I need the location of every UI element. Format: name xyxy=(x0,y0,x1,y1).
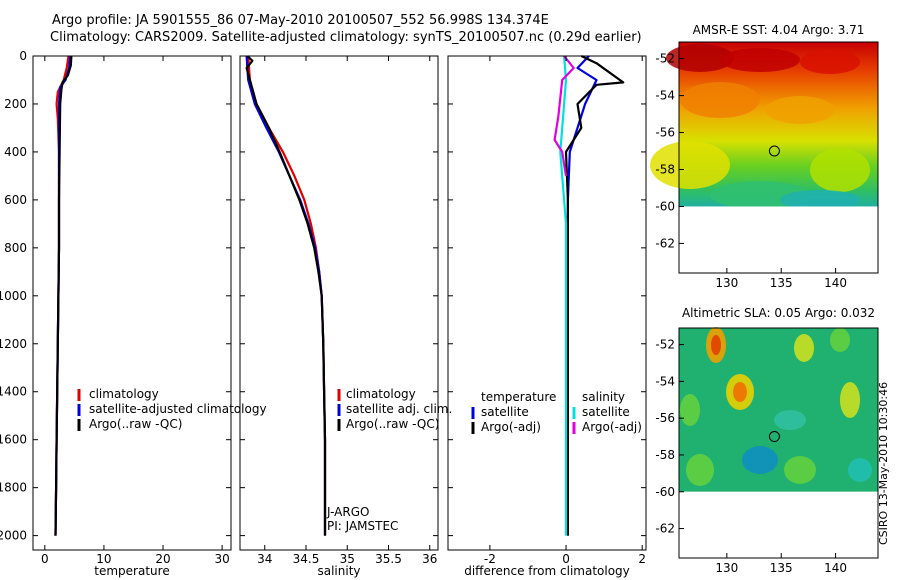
sla-map-ytick-label: -60 xyxy=(655,485,675,499)
depth-tick-label: 1800 xyxy=(0,481,27,495)
salinity-legend-entry: Argo(..raw -QC) xyxy=(346,417,439,431)
chart-title-line1: Argo profile: JA 5901555_86 07-May-2010 … xyxy=(52,13,549,28)
difference-legend-entry: salinity xyxy=(582,390,625,404)
depth-tick-label: 1400 xyxy=(0,385,27,399)
temperature-xtick-label: 20 xyxy=(155,552,170,566)
temperature-legend-entry: satellite-adjusted climatology xyxy=(89,402,267,416)
temperature-xtick-label: 30 xyxy=(214,552,229,566)
temperature-plot-frame xyxy=(32,55,232,551)
chart-title-line2: Climatology: CARS2009. Satellite-adjuste… xyxy=(50,30,642,45)
sla-patch xyxy=(733,382,747,402)
difference-xtick-label: 0 xyxy=(562,552,570,566)
sst-map-ytick-label: -54 xyxy=(655,89,675,103)
sst-map-xtick-label: 140 xyxy=(824,276,847,290)
sst-map-ytick-label: -60 xyxy=(655,199,675,213)
sla-patch xyxy=(686,454,714,486)
sla-map-float-marker xyxy=(768,431,780,443)
sst-patch xyxy=(720,48,800,72)
sst-map-ytick-label: -52 xyxy=(655,52,675,66)
float-program-label: J-ARGO xyxy=(326,505,369,519)
sla-map-ytick-label: -54 xyxy=(655,374,675,388)
sla-patch xyxy=(794,334,814,362)
depth-tick-label: 0 xyxy=(19,49,27,63)
depth-tick-label: 400 xyxy=(4,145,27,159)
salinity-xtick-label: 34 xyxy=(257,552,272,566)
salinity-xtick-label: 35.5 xyxy=(375,552,402,566)
depth-tick-label: 1600 xyxy=(0,433,27,447)
sla-map-frame xyxy=(678,327,879,559)
sst-patch xyxy=(810,148,870,192)
difference-legend-entry: satellite xyxy=(481,405,529,419)
difference-series-salinity-satellite xyxy=(559,55,568,536)
sla-map-ytick-label: -56 xyxy=(655,411,675,425)
salinity-plot-frame xyxy=(239,55,439,551)
sst-map-no-data-area xyxy=(679,206,878,273)
sla-map-no-data-area xyxy=(679,491,878,558)
temperature-xtick-label: 0 xyxy=(41,552,49,566)
salinity-xtick-label: 36 xyxy=(422,552,437,566)
difference-legend-entry: temperature xyxy=(481,390,556,404)
sst-map-ytick-label: -56 xyxy=(655,126,675,140)
sst-patch xyxy=(666,44,734,72)
sst-patch xyxy=(800,50,860,74)
difference-xtick-label: -2 xyxy=(484,552,496,566)
temperature-xlabel: temperature xyxy=(94,564,169,578)
temperature-xtick-label: 10 xyxy=(96,552,111,566)
difference-xtick-label: 2 xyxy=(638,552,646,566)
depth-tick-label: 1200 xyxy=(0,337,27,351)
difference-legend-entry: Argo(-adj) xyxy=(481,420,541,434)
difference-plot-frame xyxy=(447,55,647,551)
sla-patch xyxy=(830,328,850,352)
difference-series-salinity-argo-adj- xyxy=(553,55,575,177)
sst-patch xyxy=(650,141,730,189)
timestamp-stamp: CSIRO 13-May-2010 10:30:46 xyxy=(877,381,890,545)
salinity-legend-entry: climatology xyxy=(346,387,416,401)
sst-patch xyxy=(680,82,760,118)
sla-patch xyxy=(711,335,721,355)
salinity-legend-entry: satellite adj. clim. xyxy=(346,402,452,416)
difference-legend-entry: satellite xyxy=(582,405,630,419)
sst-patch xyxy=(780,190,860,210)
salinity-series-argo-raw-qc- xyxy=(245,55,327,536)
salinity-xtick-label: 34.5 xyxy=(293,552,320,566)
sst-map-xtick-label: 130 xyxy=(715,276,738,290)
difference-series-temperature-argo-adj- xyxy=(564,55,625,536)
depth-tick-label: 200 xyxy=(4,97,27,111)
sst-patch xyxy=(766,96,834,124)
sst-map-float-marker xyxy=(768,145,780,157)
salinity-xlabel: salinity xyxy=(317,564,360,578)
sst-map-title: AMSR-E SST: 4.04 Argo: 3.71 xyxy=(693,23,865,37)
sla-map-ytick-label: -58 xyxy=(655,448,675,462)
temperature-legend-entry: climatology xyxy=(89,387,159,401)
sla-patch xyxy=(774,410,806,430)
sst-map-xtick-label: 135 xyxy=(770,276,793,290)
sla-map-title: Altimetric SLA: 0.05 Argo: 0.032 xyxy=(682,306,875,320)
sla-map-ytick-label: -52 xyxy=(655,338,675,352)
pi-label: PI: JAMSTEC xyxy=(327,519,398,533)
sla-patch xyxy=(784,456,816,484)
sla-map-xtick-label: 140 xyxy=(824,561,847,575)
depth-tick-label: 800 xyxy=(4,241,27,255)
sla-patch xyxy=(840,382,860,418)
salinity-series-climatology xyxy=(247,55,327,536)
difference-legend-entry: Argo(-adj) xyxy=(582,420,642,434)
temperature-legend-entry: Argo(..raw -QC) xyxy=(89,417,182,431)
salinity-series-satellite-adj-clim- xyxy=(245,55,327,536)
sla-map-ytick-label: -62 xyxy=(655,522,675,536)
salinity-xtick-label: 35 xyxy=(340,552,355,566)
sla-map-xtick-label: 130 xyxy=(715,561,738,575)
depth-tick-label: 2000 xyxy=(0,529,27,543)
sst-map-ytick-label: -58 xyxy=(655,163,675,177)
sla-patch xyxy=(680,394,700,426)
sla-patch xyxy=(742,446,778,474)
temperature-series-argo-raw-qc- xyxy=(54,55,73,536)
difference-xlabel: difference from climatology xyxy=(464,564,630,578)
sst-map-frame xyxy=(678,41,879,274)
depth-tick-label: 1000 xyxy=(0,289,27,303)
sla-patch xyxy=(848,458,872,482)
depth-tick-label: 600 xyxy=(4,193,27,207)
sla-map-xtick-label: 135 xyxy=(770,561,793,575)
sst-map-ytick-label: -62 xyxy=(655,236,675,250)
